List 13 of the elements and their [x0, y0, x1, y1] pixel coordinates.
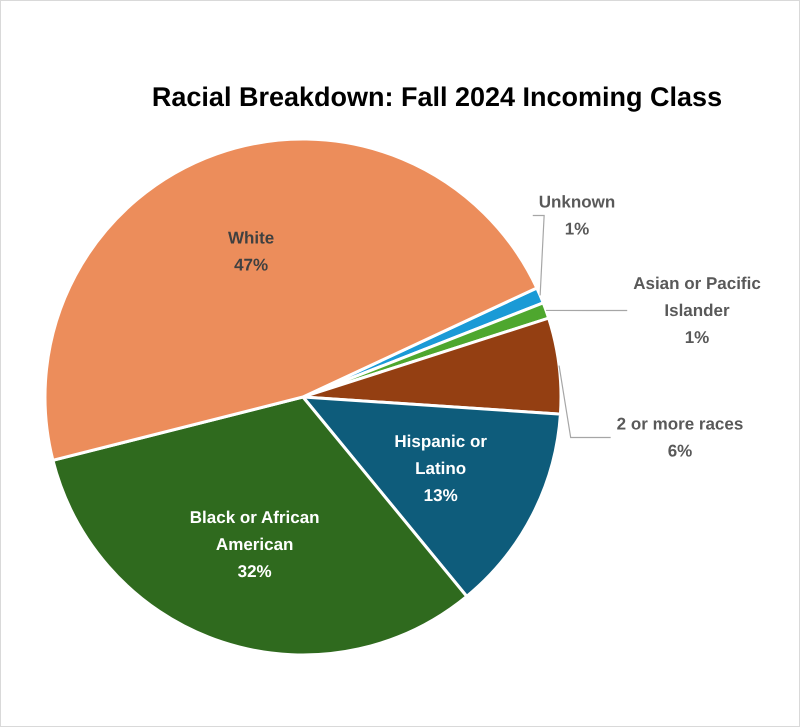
data-label: 1%	[684, 328, 710, 347]
slice-label: Black or African American	[190, 508, 320, 554]
chart-title: Racial Breakdown: Fall 2024 Incoming Class	[152, 82, 722, 112]
data-label: 47%	[234, 256, 268, 275]
slice-label: Asian or Pacific Islander	[633, 274, 761, 320]
data-label: 32%	[238, 562, 272, 582]
slice-label: White	[228, 228, 274, 248]
slice-label: 2 or more races	[616, 414, 744, 434]
data-label: 13%	[424, 486, 458, 505]
slice-label: Unknown	[538, 192, 616, 212]
slice-label: Hispanic or Latino	[394, 432, 488, 478]
data-label: 1%	[564, 220, 590, 238]
data-label: 6%	[668, 442, 692, 460]
